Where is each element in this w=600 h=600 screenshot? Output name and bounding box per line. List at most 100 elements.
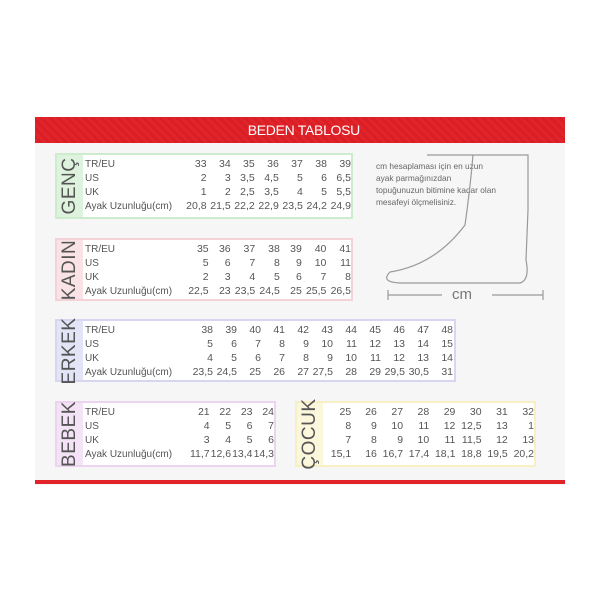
table-row: Ayak Uzunluğu(cm) 11,7 12,6 13,4 14,3 <box>85 447 274 461</box>
size-cell: 3 <box>224 271 231 283</box>
size-cell: 4 <box>225 434 232 446</box>
size-cell: 8 <box>345 271 351 283</box>
size-cell: 11,7 <box>189 448 210 460</box>
size-cell: 30,5 <box>408 366 429 378</box>
size-cell: 47 <box>417 324 429 336</box>
size-cell: 1 <box>200 186 207 198</box>
size-cell: 19,5 <box>487 448 508 460</box>
size-cell: 10 <box>345 352 357 364</box>
size-cell: 5 <box>321 186 327 198</box>
size-cell: 34 <box>218 158 231 170</box>
size-cell: 3 <box>224 172 231 184</box>
size-cell: 4 <box>207 352 213 364</box>
row-label: UK <box>85 186 99 198</box>
size-table-cocuk: ÇOCUK 25 26 27 28 29 30 31 32 8 9 10 11 12 12,5 13 1 7 8 9 1… <box>295 398 536 470</box>
size-cell: 11 <box>340 257 351 269</box>
size-cell: 14 <box>417 338 429 350</box>
table-row: 15,1 16 16,7 17,4 18,1 18,8 19,5 20,2 <box>325 447 534 461</box>
size-cell: 11 <box>370 352 381 364</box>
table-row: Ayak Uzunluğu(cm) 23,5 24,5 25 26 27 27,5 28 29 2… <box>85 365 453 379</box>
size-cell: 5 <box>246 434 253 446</box>
size-cell: 2 <box>200 172 207 184</box>
size-cell: 5 <box>231 352 237 364</box>
size-cell: 26,5 <box>330 285 351 297</box>
row-label: UK <box>85 434 99 446</box>
table-row: US 5 6 7 8 9 10 11 12 13 14 15 <box>85 337 453 351</box>
category-panel: ERKEK <box>57 317 83 384</box>
size-cell: 37 <box>291 158 303 170</box>
size-cell: 38 <box>315 158 327 170</box>
title-band: BEDEN TABLOSU <box>35 117 565 143</box>
category-panel: KADIN <box>57 239 83 300</box>
size-table: 25 26 27 28 29 30 31 32 8 9 10 11 12 12,5 13 1 7 8 9 10 11 11… <box>325 405 534 461</box>
size-cell: 42 <box>297 324 309 336</box>
size-cell: 6 <box>246 420 253 432</box>
row-label: TR/EU <box>85 324 115 336</box>
size-cell: 23,5 <box>192 366 213 378</box>
category-label: GENÇ <box>59 157 80 215</box>
size-cell: 24,5 <box>216 366 237 378</box>
size-cell: 22,5 <box>188 285 209 297</box>
size-cell: 37 <box>243 243 256 255</box>
size-table-erkek: ERKEK TR/EU 38 39 40 41 42 43 44 45 46 47 48 US 5 6 7 8 9 1… <box>55 317 456 384</box>
size-cell: 39 <box>290 243 302 255</box>
table-row: TR/EU 33 34 35 36 37 38 39 <box>85 157 351 171</box>
table-row: UK 3 4 5 6 <box>85 433 274 447</box>
size-cell: 11 <box>444 434 456 446</box>
size-cell: 20,8 <box>186 200 207 212</box>
size-cell: 6 <box>231 338 237 350</box>
size-cell: 31 <box>441 366 453 378</box>
row-label: US <box>85 172 99 184</box>
size-cell: 25 <box>290 285 302 297</box>
table-row: 25 26 27 28 29 30 31 32 <box>325 405 534 419</box>
row-label: US <box>85 338 99 350</box>
size-cell: 48 <box>441 324 453 336</box>
size-cell: 17,4 <box>408 448 430 460</box>
size-table: TR/EU 35 36 37 38 39 40 41 US 5 6 7 8 9 10 11 UK 2 3 4 5 6 7 8 A… <box>85 242 351 298</box>
size-cell: 12 <box>496 434 508 446</box>
size-cell: 23 <box>240 406 253 418</box>
size-cell: 13 <box>496 420 508 432</box>
size-cell: 5 <box>225 420 232 432</box>
table-row: Ayak Uzunluğu(cm) 22,5 23 23,5 24,5 25 25,5 26,… <box>85 284 351 298</box>
row-label: TR/EU <box>85 243 115 255</box>
size-cell: 6 <box>224 257 231 269</box>
category-label: ÇOCUK <box>299 398 320 470</box>
table-row: Ayak Uzunluğu(cm) 20,8 21,5 22,2 22,9 23,5 24,… <box>85 199 351 213</box>
size-cell: 22,9 <box>258 200 279 212</box>
size-cell: 24,2 <box>306 200 327 212</box>
size-cell: 5 <box>297 172 303 184</box>
size-cell: 4 <box>249 271 256 283</box>
size-cell: 10 <box>417 434 430 446</box>
size-cell: 25 <box>249 366 261 378</box>
size-cell: 9 <box>295 257 302 269</box>
size-cell: 13,4 <box>232 448 253 460</box>
size-cell: 23,5 <box>234 285 256 297</box>
size-cell: 26 <box>365 406 377 418</box>
table-row: TR/EU 35 36 37 38 39 40 41 <box>85 242 351 256</box>
size-cell: 21,5 <box>210 200 231 212</box>
size-cell: 30 <box>469 406 482 418</box>
size-cell: 9 <box>303 338 309 350</box>
table-row: TR/EU 38 39 40 41 42 43 44 45 46 47 48 <box>85 323 453 337</box>
size-cell: 8 <box>371 434 377 446</box>
size-cell: 8 <box>279 338 285 350</box>
size-cell: 2 <box>202 271 209 283</box>
size-cell: 41 <box>273 324 285 336</box>
table-row: TR/EU 21 22 23 24 <box>85 405 274 419</box>
row-label: TR/EU <box>85 158 115 170</box>
size-cell: 2,5 <box>240 186 255 198</box>
measure-label: cm <box>452 286 472 303</box>
foot-measure-icon <box>386 154 544 300</box>
row-label: US <box>85 257 99 269</box>
size-cell: 24,5 <box>259 285 280 297</box>
size-cell: 7 <box>345 434 352 446</box>
table-row: 8 9 10 11 12 12,5 13 1 <box>325 419 534 433</box>
size-cell: 10 <box>314 257 327 269</box>
size-cell: 13 <box>522 434 534 446</box>
chart-title: BEDEN TABLOSU <box>247 122 361 138</box>
size-cell: 4 <box>297 186 303 198</box>
row-label: Ayak Uzunluğu(cm) <box>85 285 173 297</box>
size-cell: 46 <box>393 324 405 336</box>
category-panel: BEBEK <box>57 401 83 467</box>
